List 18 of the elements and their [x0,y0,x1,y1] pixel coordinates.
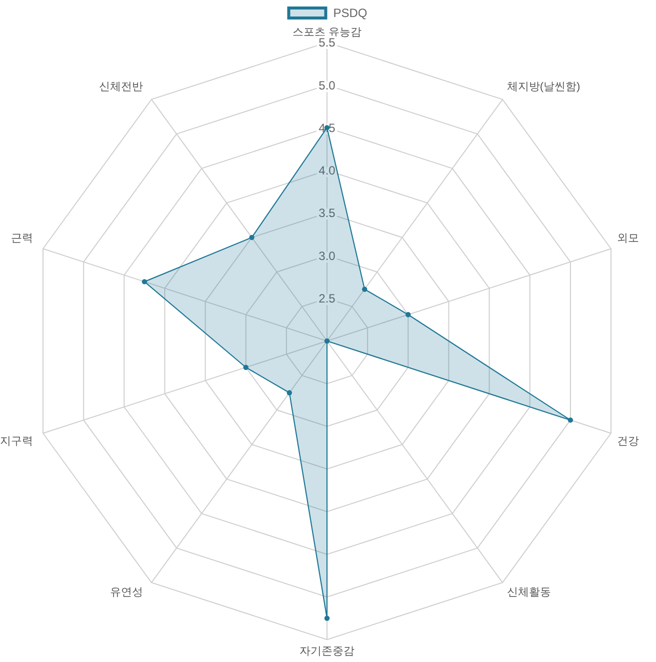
spoke-label: 건강 [616,435,639,448]
spoke-label: 근력 [11,232,34,244]
spoke-label: 스포츠 유능감 [292,26,362,38]
y-tick-label: 4.0 [318,164,336,178]
legend: PSDQ [287,6,368,20]
y-tick-label: 2.5 [318,292,336,306]
spoke-label: 체지방(날씬함) [506,81,580,94]
spoke-label: 신체활동 [506,586,551,599]
spoke-label: 유연성 [110,586,144,599]
y-tick-label: 5.0 [318,78,336,92]
y-tick-label: 3.0 [318,248,336,263]
y-tick-label: 5.5 [318,36,336,50]
spoke-label: 자기존중감 [300,645,354,658]
spoke-label: 신체전반 [99,81,144,94]
spoke-label: 외모 [616,232,639,244]
legend-label: PSDQ [333,6,368,20]
y-tick-label: 3.5 [318,206,336,220]
spoke-label: 지구력 [0,435,34,448]
